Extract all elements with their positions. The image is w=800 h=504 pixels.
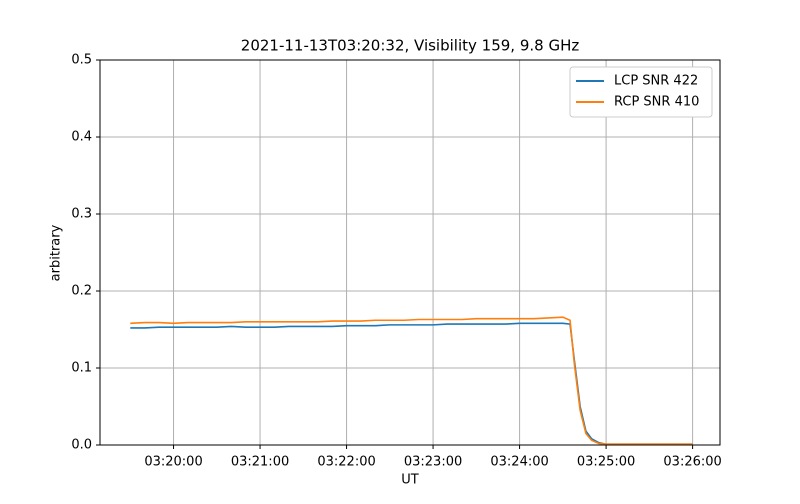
- x-tick-label: 03:24:00: [490, 455, 548, 470]
- data-line: [130, 322, 693, 446]
- plot-frame: [99, 59, 721, 446]
- legend-label: LCP SNR 422: [614, 74, 698, 89]
- legend-label: RCP SNR 410: [614, 95, 699, 110]
- x-tick-label: 03:26:00: [663, 455, 721, 470]
- y-tick-label: 0.1: [71, 361, 92, 376]
- data-line: [130, 316, 693, 446]
- x-tick-label: 03:25:00: [577, 455, 635, 470]
- x-tick-label: 03:22:00: [317, 455, 375, 470]
- y-tick-label: 0.4: [71, 130, 92, 145]
- chart-title: 2021-11-13T03:20:32, Visibility 159, 9.8…: [241, 37, 580, 55]
- y-axis-label: arbitrary: [49, 224, 64, 281]
- legend-box: [569, 66, 713, 118]
- y-tick-label: 0.5: [71, 53, 92, 68]
- x-tick-label: 03:23:00: [404, 455, 462, 470]
- y-tick-label: 0.0: [71, 438, 92, 453]
- y-tick-label: 0.2: [71, 284, 92, 299]
- x-tick-label: 03:20:00: [144, 455, 202, 470]
- x-tick-label: 03:21:00: [231, 455, 289, 470]
- y-tick-label: 0.3: [71, 207, 92, 222]
- x-axis-label: UT: [401, 473, 419, 488]
